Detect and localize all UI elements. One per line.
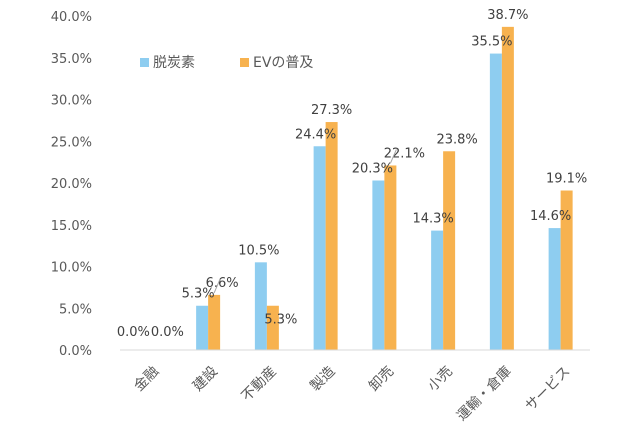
category-label: 製造 [307, 364, 338, 395]
y-tick-label: 20.0% [51, 177, 92, 192]
legend-swatch [240, 58, 249, 67]
category-label: 金融 [131, 364, 162, 395]
legend: 脱炭素 EVの普及 [140, 55, 313, 71]
bar-decarbonization [196, 305, 209, 350]
y-tick-label: 40.0% [51, 10, 92, 25]
bar-decarbonization [313, 146, 326, 350]
data-label: 14.3% [412, 212, 453, 227]
data-label: 0.0% [117, 325, 150, 340]
bar-decarbonization [254, 262, 267, 350]
data-label: 19.1% [546, 172, 587, 187]
bar-ev-adoption [560, 190, 573, 350]
category-label: 卸売 [366, 364, 397, 395]
y-tick-label: 30.0% [51, 94, 92, 109]
bar-decarbonization [372, 180, 385, 350]
data-label: 5.3% [264, 313, 297, 328]
data-label: 35.5% [471, 35, 512, 50]
data-label: 38.7% [487, 8, 528, 23]
legend-label: 脱炭素 [153, 55, 195, 71]
leader-line [389, 149, 397, 164]
y-tick-label: 0.0% [59, 344, 92, 359]
bar-ev-adoption [208, 294, 221, 350]
category-label: サービス [523, 364, 574, 415]
bar-decarbonization [489, 53, 502, 350]
y-tick-label: 35.0% [51, 52, 92, 67]
category-label: 運輸・倉庫 [453, 363, 515, 425]
data-label: 5.3% [182, 287, 215, 302]
legend-label: EVの普及 [253, 55, 313, 71]
bar-ev-adoption [325, 122, 338, 350]
data-label: 0.0% [151, 325, 184, 340]
bar-ev-adoption [384, 165, 397, 350]
data-label: 24.4% [295, 127, 336, 142]
data-label: 20.3% [352, 161, 393, 176]
data-label: 14.6% [530, 209, 571, 224]
bar-decarbonization [548, 228, 561, 350]
category-label: 建設 [190, 364, 221, 395]
data-label: 10.5% [238, 243, 279, 258]
data-label: 6.6% [206, 276, 239, 291]
bar-ev-adoption [443, 151, 456, 350]
bars [196, 26, 573, 350]
leader-line [213, 278, 221, 294]
data-labels: 0.0% 0.0%5.3%6.6%10.5%5.3%24.4%27.3%20.3%… [117, 8, 587, 340]
data-label: 23.8% [436, 132, 477, 147]
data-label: 27.3% [311, 103, 352, 118]
bar-decarbonization [431, 230, 444, 350]
data-label: 22.1% [384, 146, 425, 161]
bar-ev-adoption [501, 26, 514, 350]
y-axis: 0.0% 5.0% 10.0% 15.0% 20.0% 25.0% 30.0% 35.0% 40… [51, 10, 92, 359]
y-tick-label: 10.0% [51, 261, 92, 276]
y-tick-label: 5.0% [59, 302, 92, 317]
bar-ev-adoption [266, 305, 279, 350]
y-tick-label: 25.0% [51, 135, 92, 150]
category-label: 小売 [425, 364, 456, 395]
category-label: 不動産 [239, 364, 280, 405]
legend-swatch [140, 58, 149, 67]
y-tick-label: 15.0% [51, 219, 92, 234]
